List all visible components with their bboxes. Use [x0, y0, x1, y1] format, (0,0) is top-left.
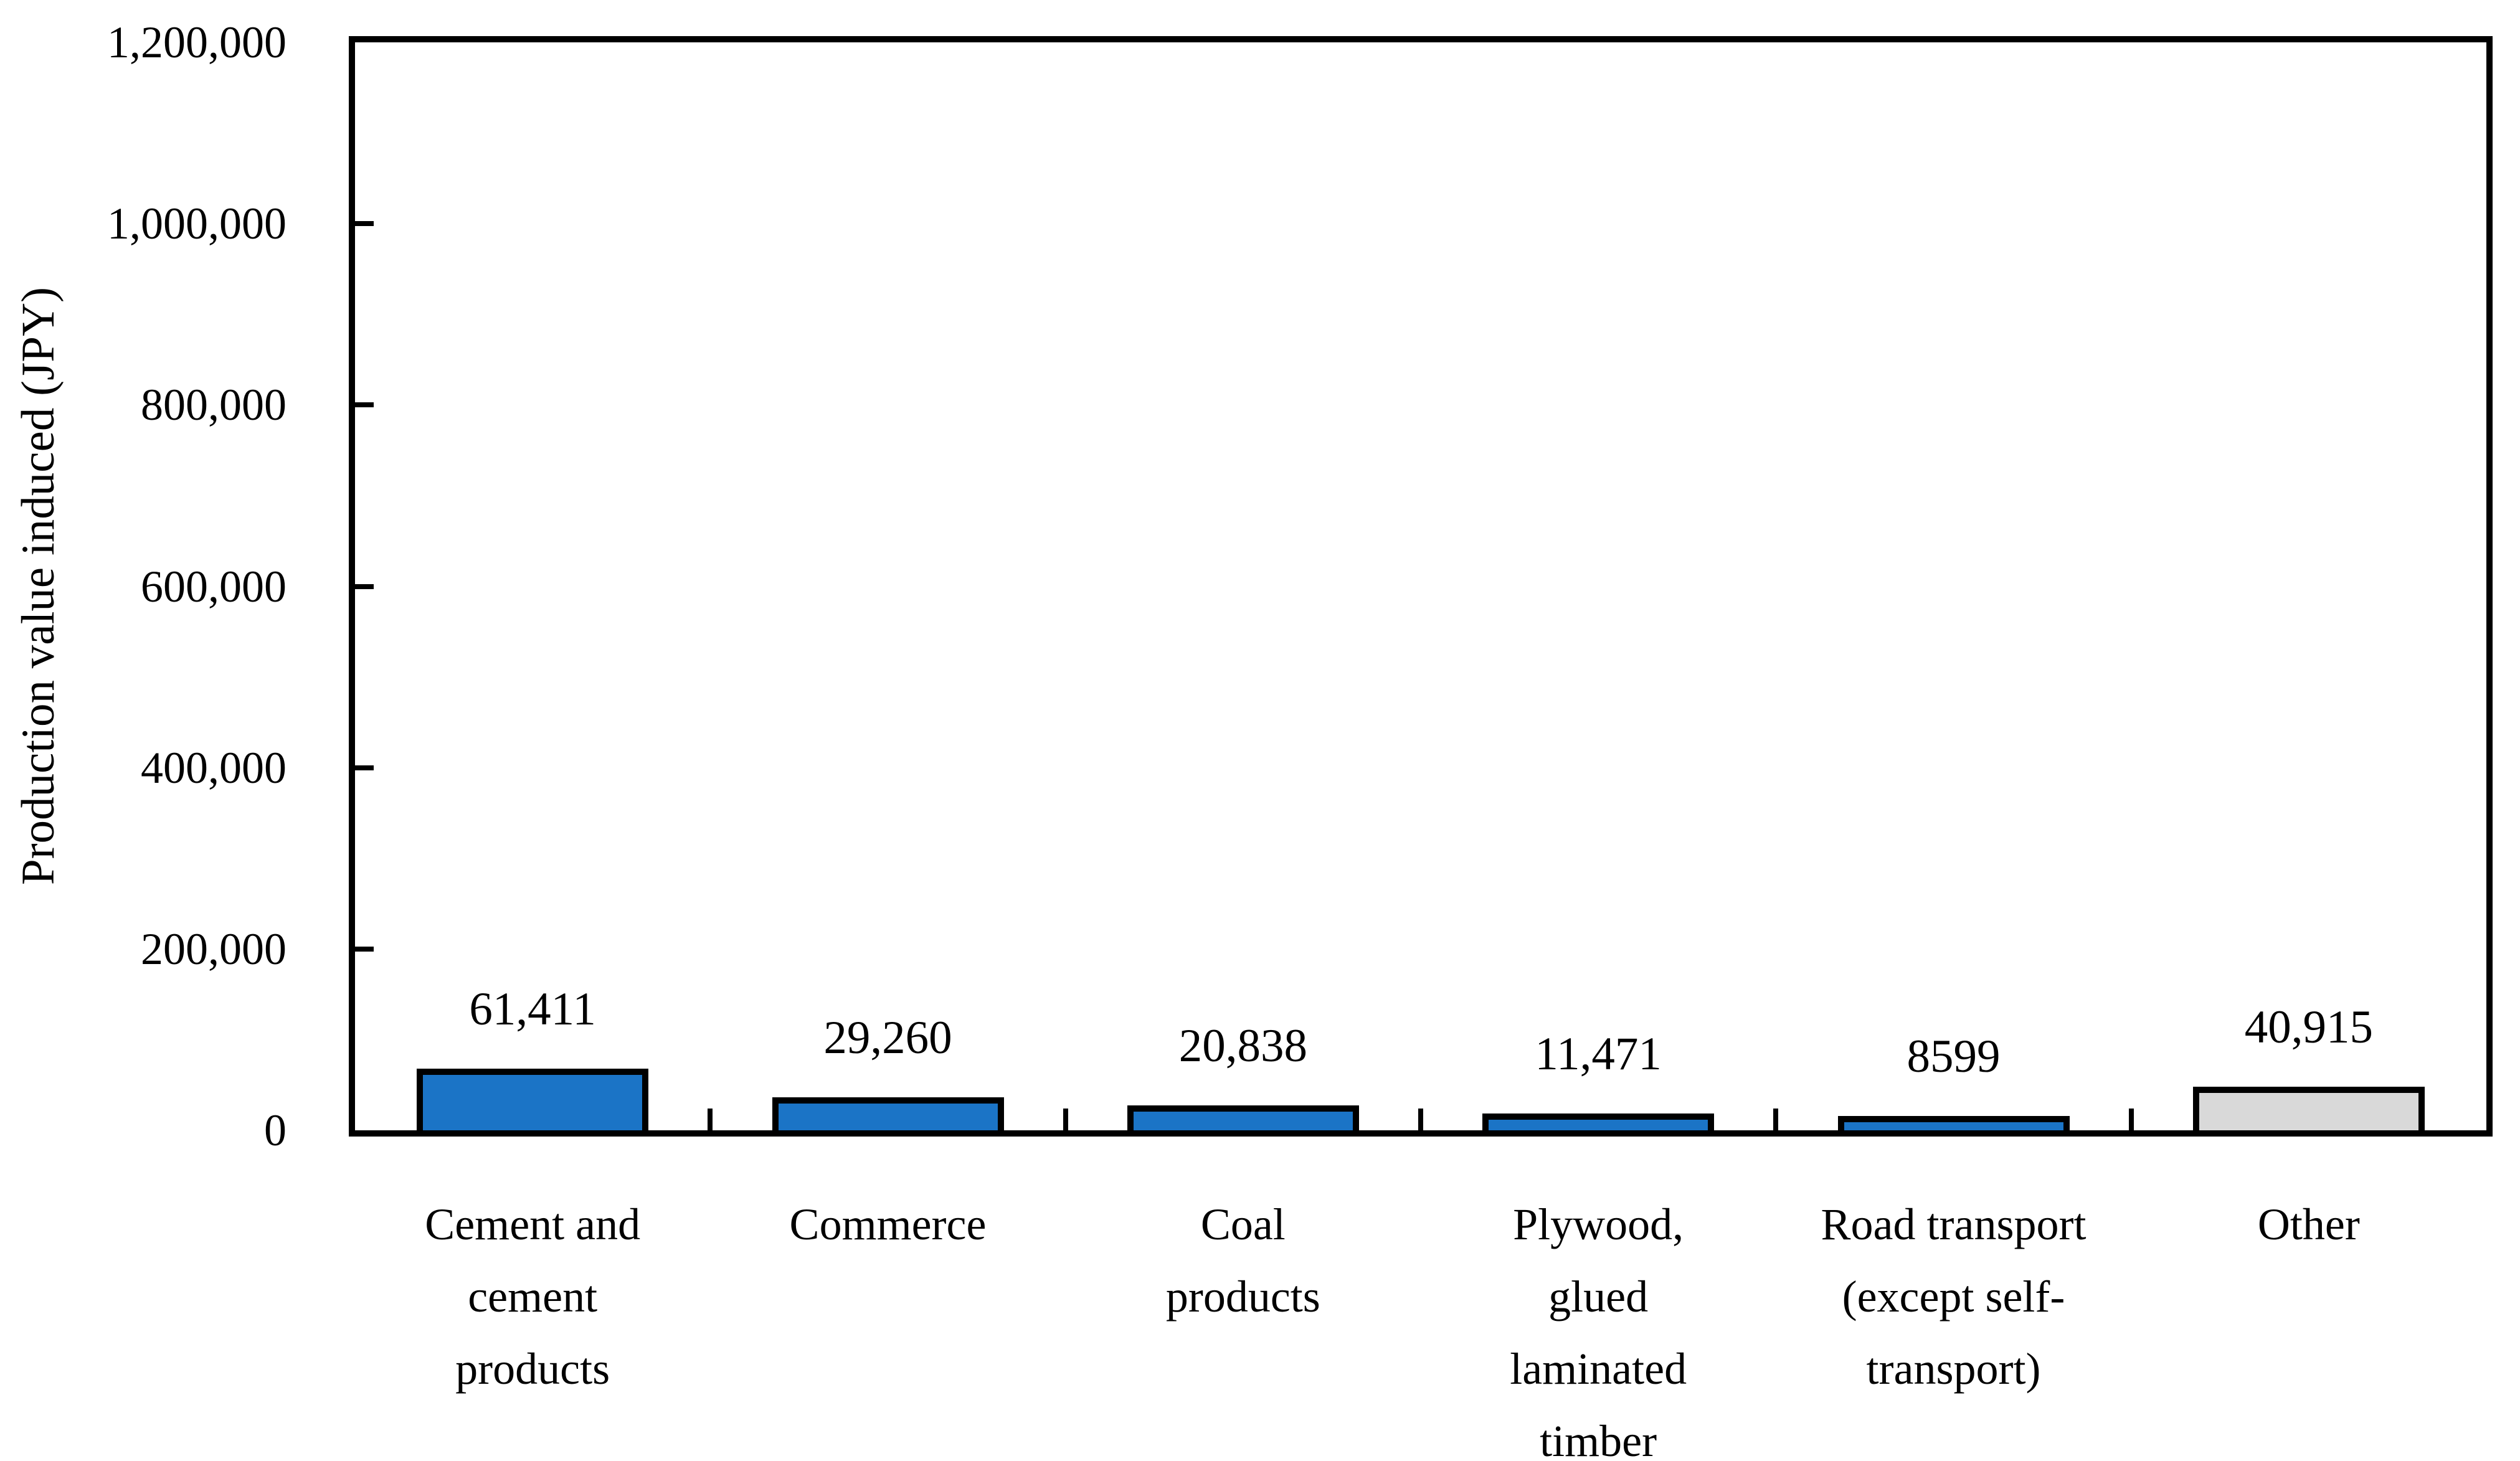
- bar-value-label: 11,471: [1535, 1028, 1662, 1080]
- bar-value-label: 40,915: [2244, 1001, 2373, 1054]
- y-tick-label: 600,000: [141, 561, 287, 612]
- bar-value-label: 61,411: [469, 983, 596, 1035]
- x-tick: [1418, 1109, 1423, 1130]
- plot-area: [349, 36, 2493, 1137]
- category-label: Other: [2257, 1199, 2360, 1249]
- bar: [1837, 1116, 2070, 1137]
- bar: [2192, 1087, 2425, 1137]
- bar: [417, 1068, 649, 1137]
- y-tick-label: 800,000: [141, 380, 287, 430]
- y-tick-label: 1,000,000: [107, 199, 287, 249]
- bar: [1482, 1113, 1715, 1137]
- y-tick: [355, 584, 374, 589]
- y-tick-label: 0: [264, 1105, 287, 1155]
- category-label: Coal products: [1165, 1199, 1320, 1322]
- y-tick-label: 1,200,000: [107, 17, 287, 67]
- y-tick: [355, 221, 374, 227]
- bar-value-label: 29,260: [823, 1012, 952, 1064]
- category-label: Commerce: [789, 1199, 987, 1249]
- y-tick-label: 400,000: [141, 742, 287, 793]
- category-label: Cement and cement products: [425, 1199, 641, 1394]
- category-label: Plywood, glued laminated timber: [1510, 1199, 1687, 1461]
- bar: [772, 1097, 1004, 1137]
- x-tick: [1773, 1109, 1779, 1130]
- y-tick: [355, 765, 374, 770]
- bar-value-label: 20,838: [1178, 1019, 1307, 1072]
- category-label: Road transport (except self- transport): [1821, 1199, 2087, 1394]
- bar-value-label: 8599: [1907, 1031, 2001, 1083]
- y-tick: [355, 946, 374, 952]
- bar: [1127, 1105, 1359, 1137]
- x-tick: [708, 1109, 713, 1130]
- x-tick: [1063, 1109, 1068, 1130]
- y-tick: [355, 402, 374, 408]
- x-tick: [2128, 1109, 2134, 1130]
- y-tick-label: 200,000: [141, 924, 287, 974]
